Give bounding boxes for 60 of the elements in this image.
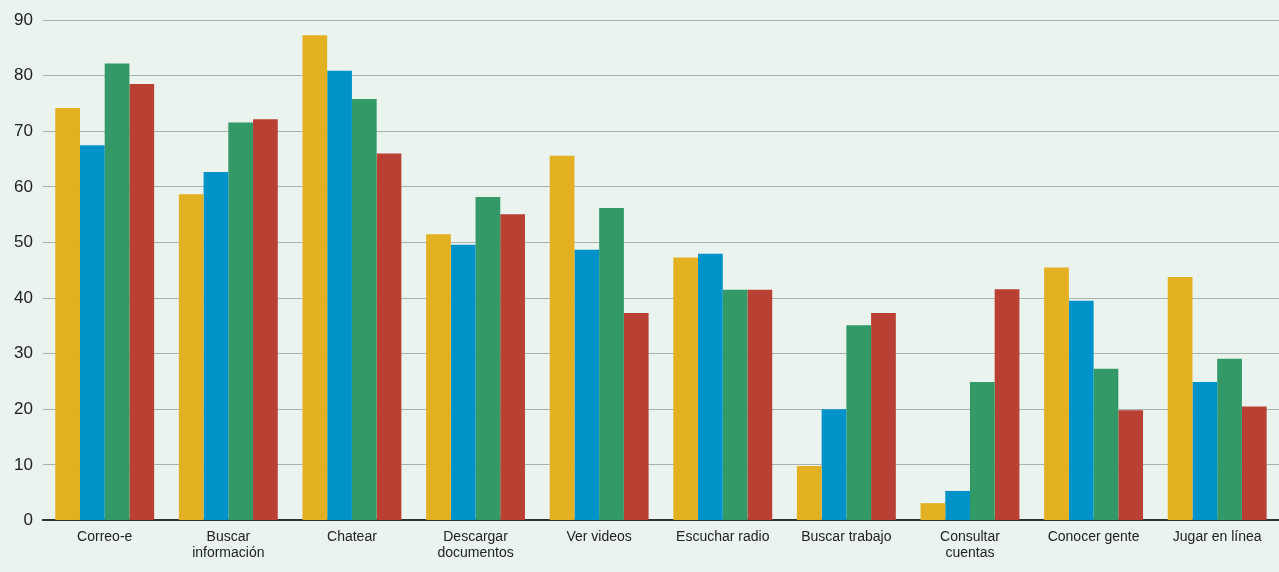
bar xyxy=(1044,267,1069,520)
y-tick-label: 60 xyxy=(13,176,33,196)
bar xyxy=(450,244,476,520)
bar xyxy=(623,313,649,520)
x-tick-label: Consultar cuentas xyxy=(940,527,1001,561)
x-tick-label: Descargar documentos xyxy=(437,527,514,561)
bar xyxy=(945,490,970,520)
y-tick-label: 90 xyxy=(13,9,33,29)
x-tick-label: Correo-e xyxy=(77,527,133,544)
bar xyxy=(871,313,896,520)
bar xyxy=(500,214,525,520)
x-tick-label: Jugar en línea xyxy=(1172,527,1262,544)
bar xyxy=(376,153,402,520)
bar xyxy=(327,70,352,520)
y-tick-label: 50 xyxy=(13,232,33,252)
bar xyxy=(55,108,80,520)
bar xyxy=(599,208,624,520)
bar xyxy=(698,253,723,520)
bar xyxy=(969,382,995,520)
bar xyxy=(1118,410,1144,520)
bar xyxy=(351,99,377,520)
y-tick-label: 10 xyxy=(13,454,33,474)
bar xyxy=(79,145,105,520)
y-tick-label: 0 xyxy=(23,510,33,530)
bar xyxy=(302,35,328,520)
bar xyxy=(673,257,699,520)
y-tick-label: 20 xyxy=(13,398,33,418)
bar xyxy=(1068,300,1094,520)
bar xyxy=(104,63,130,520)
bar xyxy=(1093,368,1119,520)
y-tick-label: 70 xyxy=(13,121,33,141)
x-tick-label: Escuchar radio xyxy=(676,527,770,544)
bar xyxy=(994,289,1020,520)
bar xyxy=(747,289,773,520)
bar xyxy=(846,325,872,520)
x-tick-label: Chatear xyxy=(327,527,378,544)
bar xyxy=(920,503,946,520)
x-tick-label: Buscar información xyxy=(192,527,265,561)
bar xyxy=(574,249,600,520)
bar xyxy=(178,194,204,520)
bar xyxy=(821,409,847,520)
y-tick-label: 30 xyxy=(13,343,33,363)
y-tick-label: 40 xyxy=(13,287,33,307)
y-tick-label: 80 xyxy=(13,65,33,85)
bar xyxy=(228,122,254,520)
bar xyxy=(1217,358,1242,520)
x-tick-label: Conocer gente xyxy=(1047,527,1140,544)
bar xyxy=(475,196,501,520)
bar xyxy=(203,171,229,520)
x-tick-label: Buscar trabajo xyxy=(801,527,892,544)
bar xyxy=(722,289,748,520)
bar xyxy=(253,119,278,520)
bar xyxy=(549,155,575,520)
bar xyxy=(426,234,451,520)
bar xyxy=(796,465,822,520)
bar xyxy=(1241,406,1267,520)
x-tick-label: Ver videos xyxy=(566,527,632,544)
bar xyxy=(1167,276,1193,520)
bar xyxy=(1192,382,1218,520)
bar xyxy=(129,84,155,520)
